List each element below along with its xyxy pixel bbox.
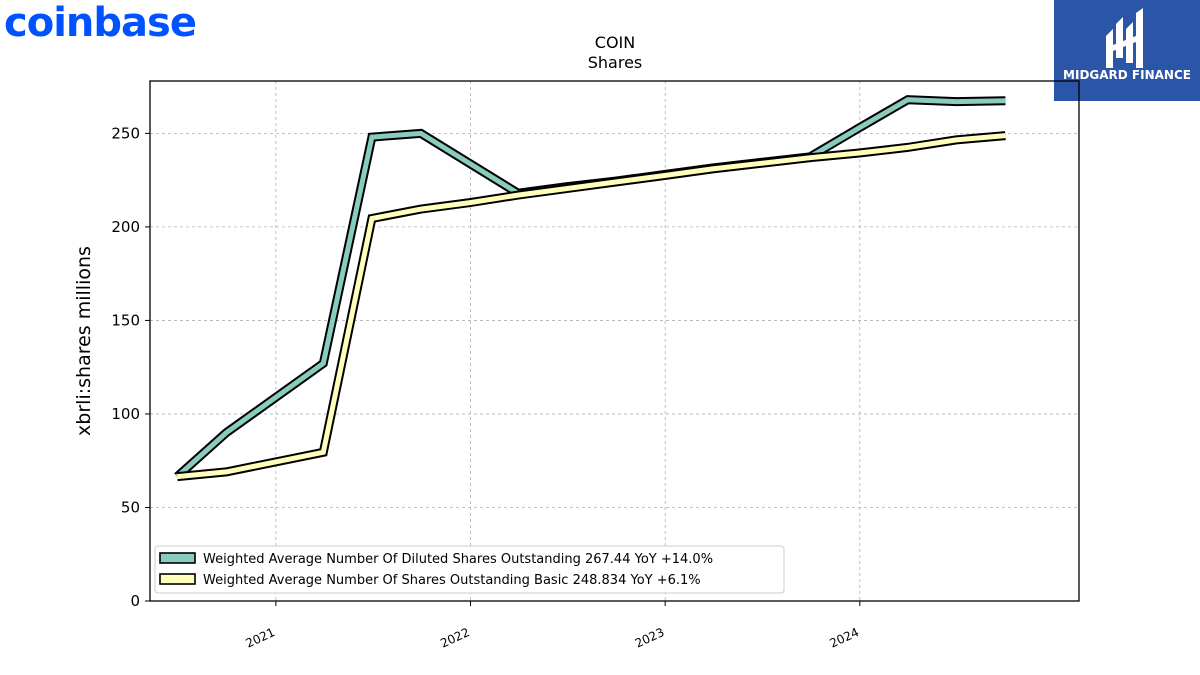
series-1 xyxy=(174,95,1006,480)
midgard-monogram-icon xyxy=(1054,0,1200,101)
y-tick-label: 50 xyxy=(121,498,140,516)
legend-label: Weighted Average Number Of Shares Outsta… xyxy=(203,573,701,588)
x-tick-label: 2023 xyxy=(633,625,667,651)
y-axis-label: xbrli:shares millions xyxy=(73,246,95,436)
legend-swatch xyxy=(159,573,196,585)
y-tick-label: 100 xyxy=(111,405,140,423)
y-tick-label: 150 xyxy=(111,311,140,329)
chart-title: COIN xyxy=(595,33,635,52)
y-tick-label: 200 xyxy=(111,218,140,236)
coinbase-logo: coinbase xyxy=(4,0,197,46)
chart-subtitle: Shares xyxy=(588,53,643,72)
grid xyxy=(150,81,1079,602)
y-tick-label: 0 xyxy=(130,592,140,610)
series-line-outline xyxy=(174,95,1006,480)
series-lines xyxy=(174,95,1006,482)
y-tick-label: 250 xyxy=(111,124,140,142)
series-line xyxy=(176,133,1006,480)
plot-frame xyxy=(149,80,1080,602)
series-line xyxy=(175,97,1006,479)
legend-label: Weighted Average Number Of Diluted Share… xyxy=(203,552,713,567)
x-tick-label: 2021 xyxy=(244,625,278,651)
midgard-finance-logo: MIDGARD FINANCE xyxy=(1054,0,1200,101)
legend-swatch xyxy=(159,552,196,564)
series-2 xyxy=(176,131,1006,482)
x-tick-label: 2022 xyxy=(438,625,472,651)
legend: Weighted Average Number Of Diluted Share… xyxy=(154,545,785,594)
partner-logo-text: MIDGARD FINANCE xyxy=(1063,68,1191,82)
legend-box xyxy=(154,545,785,594)
x-tick-label: 2024 xyxy=(827,625,861,651)
